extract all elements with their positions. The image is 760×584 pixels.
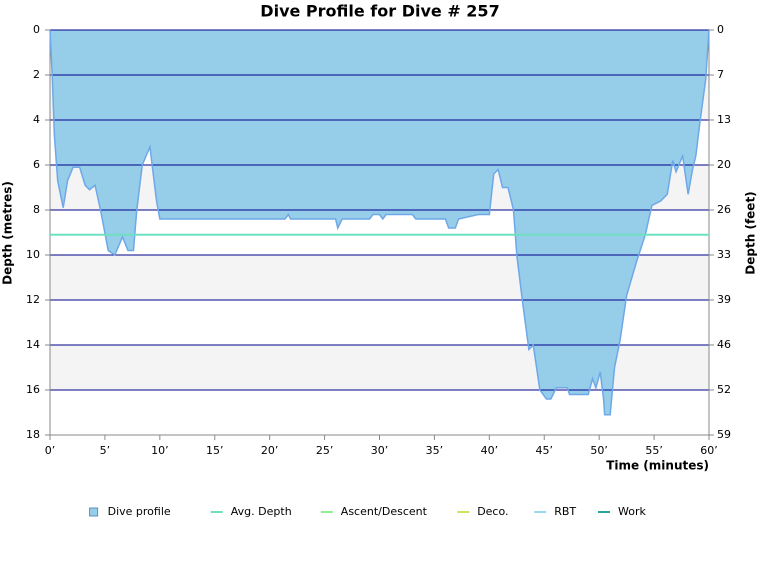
y2-tick-label: 39 — [717, 293, 731, 306]
x-tick-label: 45’ — [536, 444, 554, 457]
legend-label: RBT — [554, 505, 576, 518]
x-tick-label: 40’ — [481, 444, 499, 457]
area-fill — [50, 30, 709, 415]
y2-tick-label: 26 — [717, 203, 731, 216]
y2-tick-label: 59 — [717, 428, 731, 441]
x-tick-label: 60’ — [700, 444, 718, 457]
y-tick-label: 6 — [33, 158, 40, 171]
y-tick-label: 10 — [26, 248, 40, 261]
legend-label: Dive profile — [108, 505, 171, 518]
y-tick-label: 2 — [33, 68, 40, 81]
y2-tick-label: 52 — [717, 383, 731, 396]
x-tick-label: 25’ — [316, 444, 334, 457]
y-tick-label: 8 — [33, 203, 40, 216]
legend-label: Work — [618, 505, 646, 518]
y2-tick-label: 33 — [717, 248, 731, 261]
y2-tick-label: 20 — [717, 158, 731, 171]
y-tick-label: 12 — [26, 293, 40, 306]
y-axis-title: Depth (metres) — [1, 181, 15, 285]
legend-label: Deco. — [477, 505, 508, 518]
x-tick-label: 55’ — [645, 444, 663, 457]
x-tick-label: 50’ — [590, 444, 608, 457]
legend-label: Avg. Depth — [231, 505, 292, 518]
y-tick-label: 14 — [26, 338, 40, 351]
x-tick-label: 35’ — [426, 444, 444, 457]
y-tick-label: 16 — [26, 383, 40, 396]
legend-swatch — [89, 507, 99, 517]
legend-label: Ascent/Descent — [341, 505, 428, 518]
y2-tick-label: 7 — [717, 68, 724, 81]
y2-tick-label: 13 — [717, 113, 731, 126]
dive-profile-line — [49, 29, 710, 416]
x-tick-label: 10’ — [151, 444, 169, 457]
y2-tick-label: 46 — [717, 338, 731, 351]
y2-axis-title: Depth (feet) — [744, 191, 758, 274]
x-axis-title: Time (minutes) — [606, 459, 709, 473]
x-tick-label: 0’ — [45, 444, 56, 457]
x-tick-label: 15’ — [206, 444, 224, 457]
y2-tick-label: 0 — [717, 23, 724, 36]
y-tick-label: 4 — [33, 113, 40, 126]
y-tick-label: 18 — [26, 428, 40, 441]
x-tick-label: 5’ — [100, 444, 111, 457]
chart-title: Dive Profile for Dive # 257 — [260, 2, 499, 21]
x-tick-label: 20’ — [261, 444, 279, 457]
y-tick-label: 0 — [33, 23, 40, 36]
x-tick-label: 30’ — [371, 444, 389, 457]
